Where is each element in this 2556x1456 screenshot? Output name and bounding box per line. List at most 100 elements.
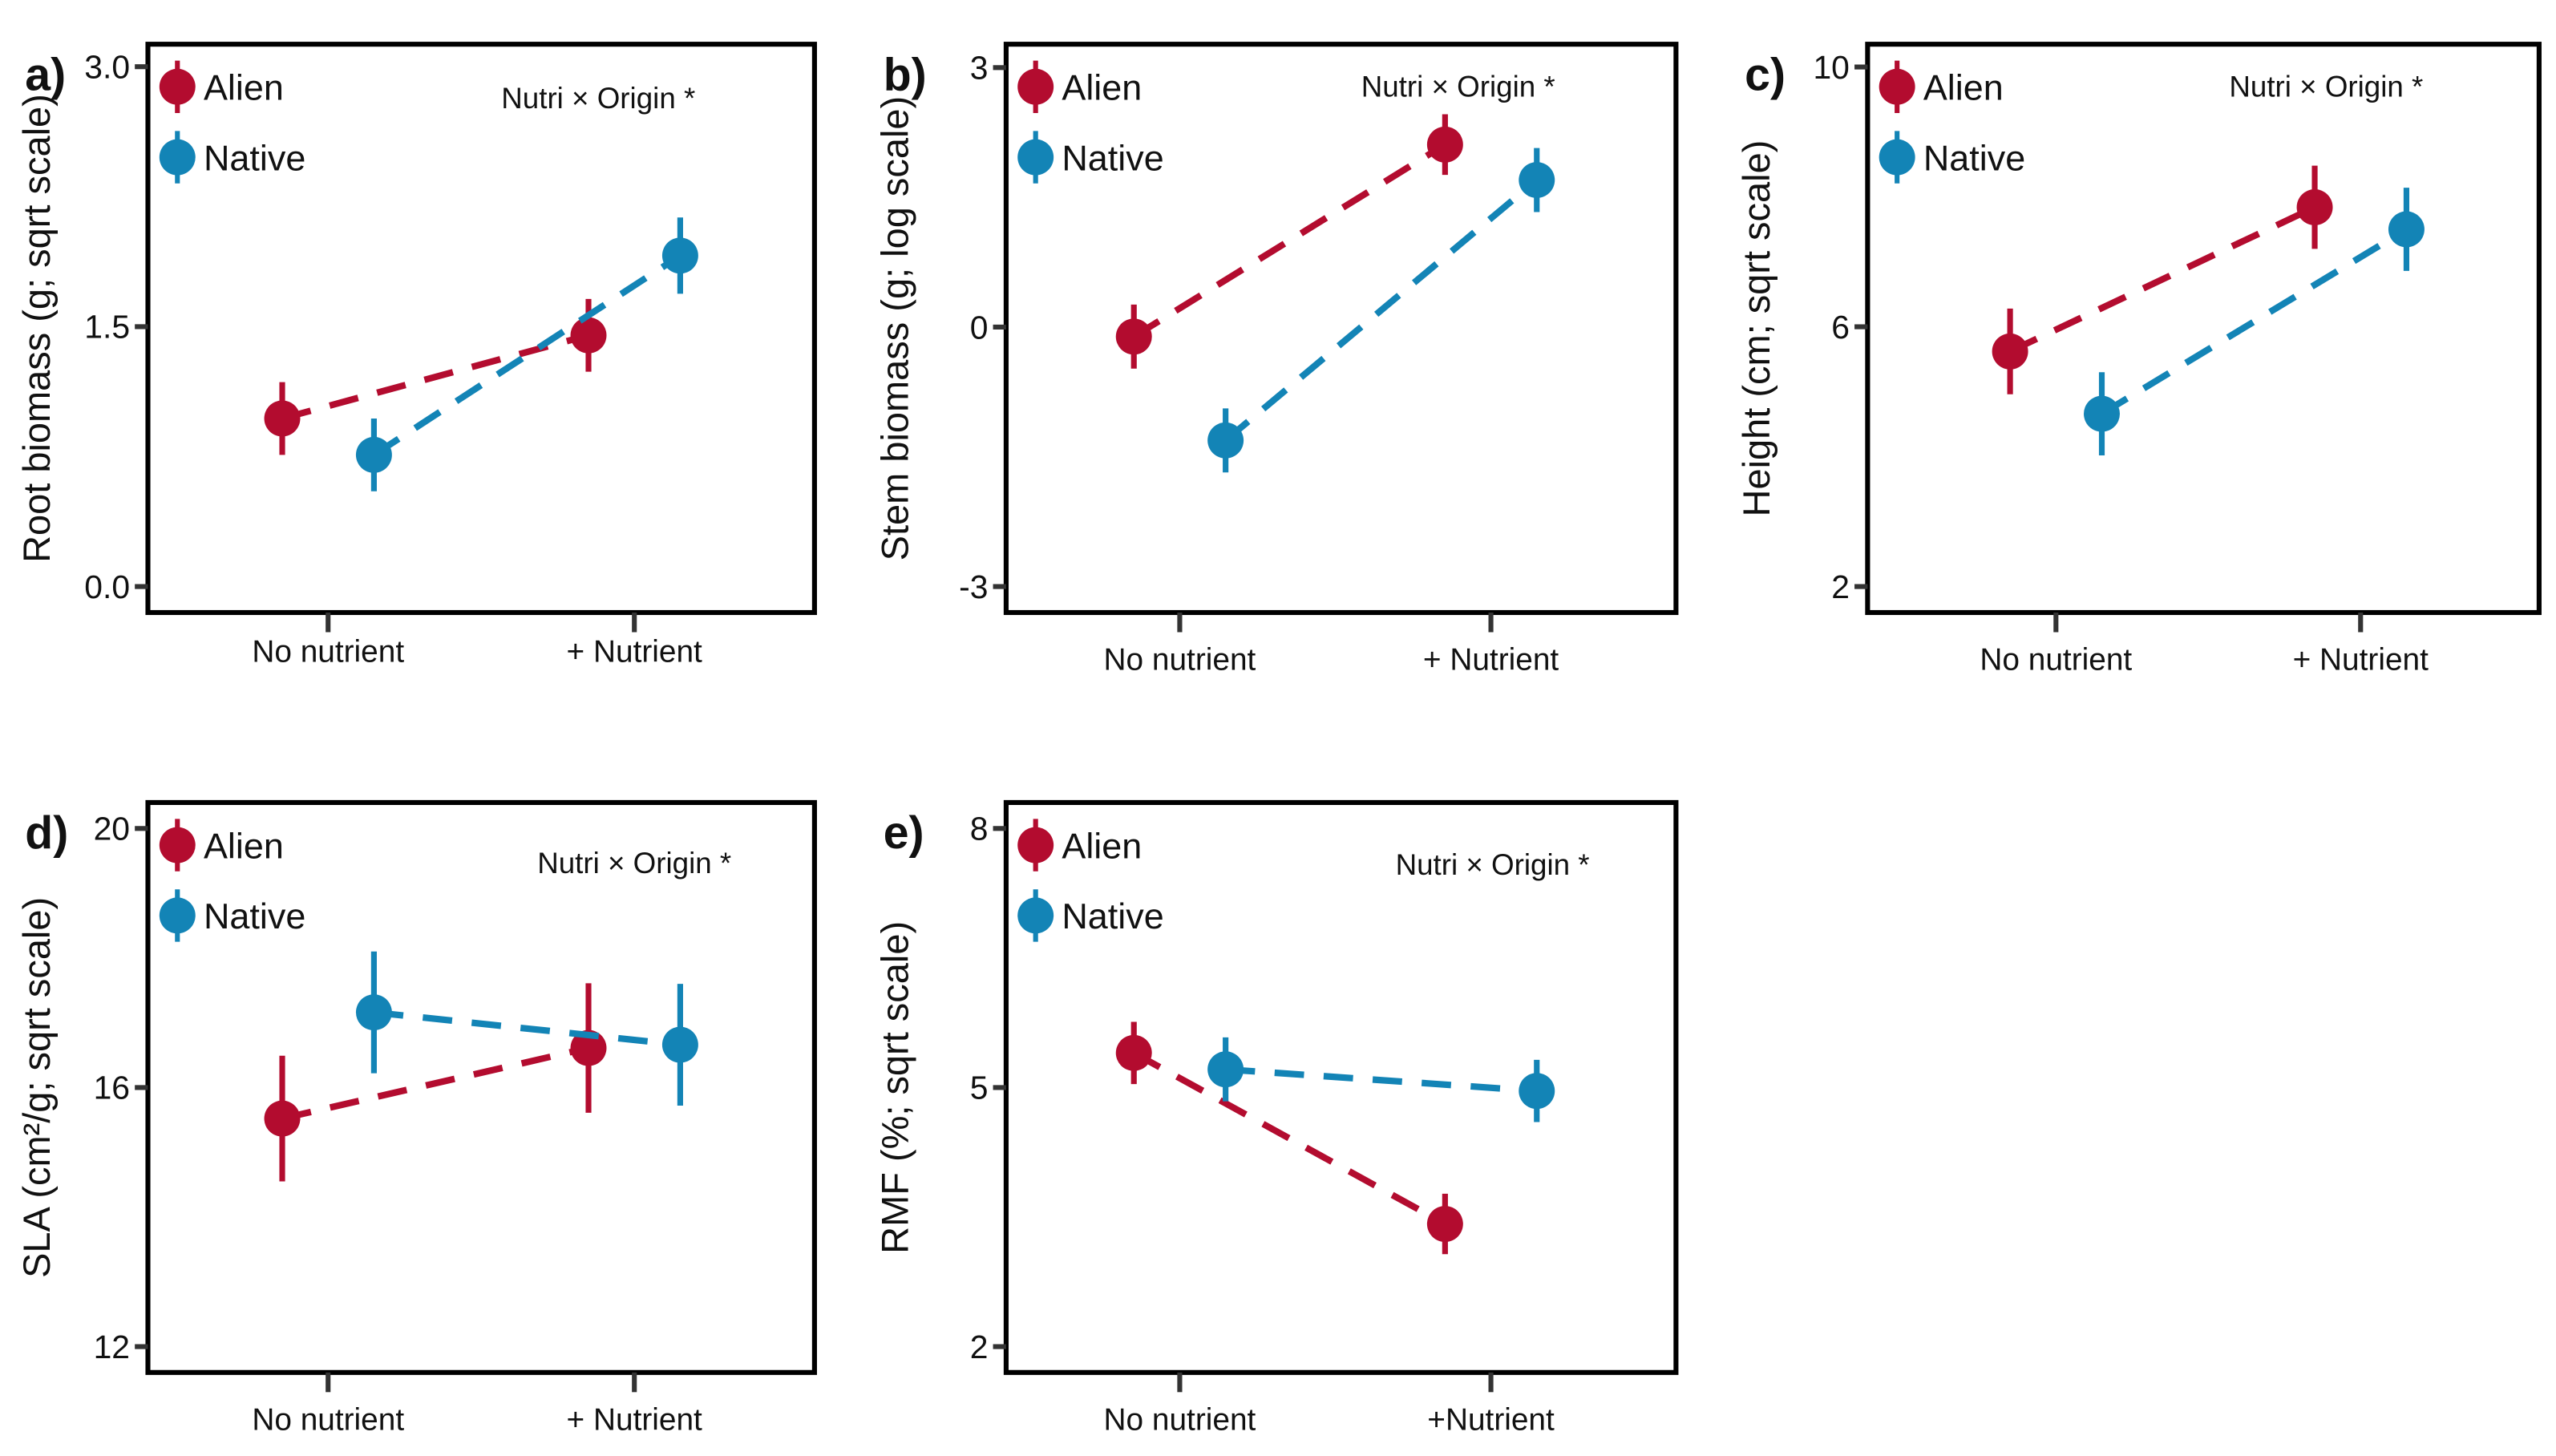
series-line-native [372, 253, 682, 458]
series-line-native [2100, 226, 2408, 417]
data-point-alien [1992, 333, 2028, 370]
series-line-alien [1132, 1050, 1447, 1227]
legend-key-native [1017, 897, 1054, 934]
y-tick-label: 3.0 [84, 49, 130, 86]
panel-c: 2 6 10 No nutrient + Nutrient Height (cm; sqr… [1735, 42, 2542, 677]
significance-annotation: Nutri × Origin * [1361, 71, 1555, 103]
y-axis-label: RMF (%; sqrt scale) [873, 921, 916, 1254]
legend-key-native [159, 897, 196, 934]
legend-key-alien [1017, 68, 1054, 105]
y-tick-label: 2 [1831, 568, 1850, 605]
y-tick-label: 10 [1813, 49, 1849, 86]
y-tick-label: 0 [970, 309, 989, 346]
legend-key-alien [1017, 827, 1054, 863]
data-point-alien [264, 400, 301, 437]
y-tick-label: 12 [94, 1329, 130, 1365]
y-tick-label: 3 [970, 50, 989, 87]
panel-e: 2 5 8 No nutrient +Nutrient RMF (%; sqrt scal… [873, 799, 1679, 1437]
series-line-alien [281, 1045, 589, 1122]
data-point-native [355, 994, 392, 1031]
series-line-native [1223, 177, 1539, 443]
y-tick-label: 5 [970, 1070, 989, 1106]
legend-key-alien [159, 68, 196, 105]
legend-label: Native [204, 137, 305, 178]
data-point-alien [1426, 1206, 1463, 1243]
x-tick-label: + Nutrient [2293, 642, 2429, 677]
panel-d: 12 16 20 No nutrient + Nutrient SLA (cm²/g; s… [15, 799, 817, 1437]
data-point-alien [1115, 318, 1152, 355]
y-tick-label: 20 [94, 811, 130, 847]
legend-key-native [1017, 139, 1054, 176]
y-axis-label: Root biomass (g; sqrt scale) [15, 94, 58, 563]
plot-frame [1003, 42, 1679, 616]
legend-key-alien [159, 827, 196, 863]
x-tick-label: No nutrient [252, 634, 404, 669]
plot-frame [1865, 42, 2542, 616]
legend-label: Native [1062, 137, 1163, 178]
significance-annotation: Nutri × Origin * [2229, 71, 2423, 103]
y-tick-label: -3 [959, 568, 988, 605]
y-axis-label: Height (cm; sqrt scale) [1735, 140, 1777, 517]
x-tick-label: No nutrient [1980, 642, 2132, 677]
series-line-alien [281, 332, 590, 422]
data-point-alien [1426, 126, 1463, 163]
legend-label: Alien [204, 67, 284, 108]
significance-annotation: Nutri × Origin * [1396, 848, 1590, 881]
y-axis-label: Stem biomass (g; log scale) [873, 96, 916, 561]
legend-label: Native [1923, 137, 2025, 178]
x-tick-label: + Nutrient [567, 1402, 703, 1437]
panel-label: c) [1745, 49, 1786, 100]
data-point-alien [264, 1100, 301, 1137]
data-point-alien [570, 317, 607, 354]
x-tick-label: No nutrient [1104, 1402, 1256, 1437]
x-tick-label: + Nutrient [567, 634, 703, 669]
x-tick-label: No nutrient [1104, 642, 1256, 677]
legend-key-alien [1879, 68, 1915, 105]
legend-key-native [1879, 139, 1915, 176]
data-point-native [1207, 1051, 1244, 1088]
panel-a: 0.0 1.5 3.0 No nutrient + Nutrient Root bioma… [15, 42, 817, 669]
x-tick-label: +Nutrient [1427, 1402, 1555, 1437]
series-line-native [373, 1009, 681, 1049]
data-point-native [1207, 422, 1244, 459]
data-point-native [1519, 1073, 1555, 1110]
x-tick-label: No nutrient [252, 1402, 404, 1437]
legend-key-native [159, 139, 196, 176]
y-tick-label: 2 [970, 1329, 989, 1365]
series-line-alien [2008, 204, 2316, 355]
data-point-native [355, 436, 392, 473]
legend-label: Alien [1923, 67, 2004, 108]
panel-b: -3 0 3 No nutrient + Nutrient Stem biomass (g… [873, 42, 1679, 677]
legend-label: Native [1062, 896, 1163, 936]
y-tick-label: 6 [1831, 309, 1850, 346]
panel-label: a) [25, 49, 66, 100]
plot-frame [1003, 799, 1679, 1375]
data-point-alien [2296, 189, 2333, 225]
legend-label: Alien [1062, 825, 1142, 866]
data-point-native [661, 237, 698, 274]
series-line-alien [1132, 141, 1447, 340]
y-axis-label: SLA (cm²/g; sqrt scale) [15, 897, 58, 1278]
legend-label: Native [204, 896, 305, 936]
significance-annotation: Nutri × Origin * [537, 847, 731, 880]
y-tick-label: 1.5 [84, 309, 130, 346]
plot-frame [145, 799, 817, 1375]
y-tick-label: 0.0 [84, 568, 130, 605]
plot-frame [145, 42, 817, 616]
data-point-native [2084, 395, 2120, 432]
x-tick-label: + Nutrient [1423, 642, 1559, 677]
legend-label: Alien [204, 825, 284, 866]
data-point-native [661, 1026, 698, 1063]
data-point-native [1519, 162, 1555, 199]
panel-label: d) [25, 807, 68, 859]
y-tick-label: 16 [94, 1070, 130, 1106]
series-line-native [1225, 1066, 1538, 1094]
y-tick-label: 8 [970, 811, 989, 847]
data-point-alien [1115, 1034, 1152, 1071]
data-point-native [2388, 211, 2425, 248]
panel-label: e) [884, 807, 924, 859]
significance-annotation: Nutri × Origin * [501, 82, 695, 115]
legend-label: Alien [1062, 67, 1142, 108]
panel-label: b) [884, 49, 927, 100]
